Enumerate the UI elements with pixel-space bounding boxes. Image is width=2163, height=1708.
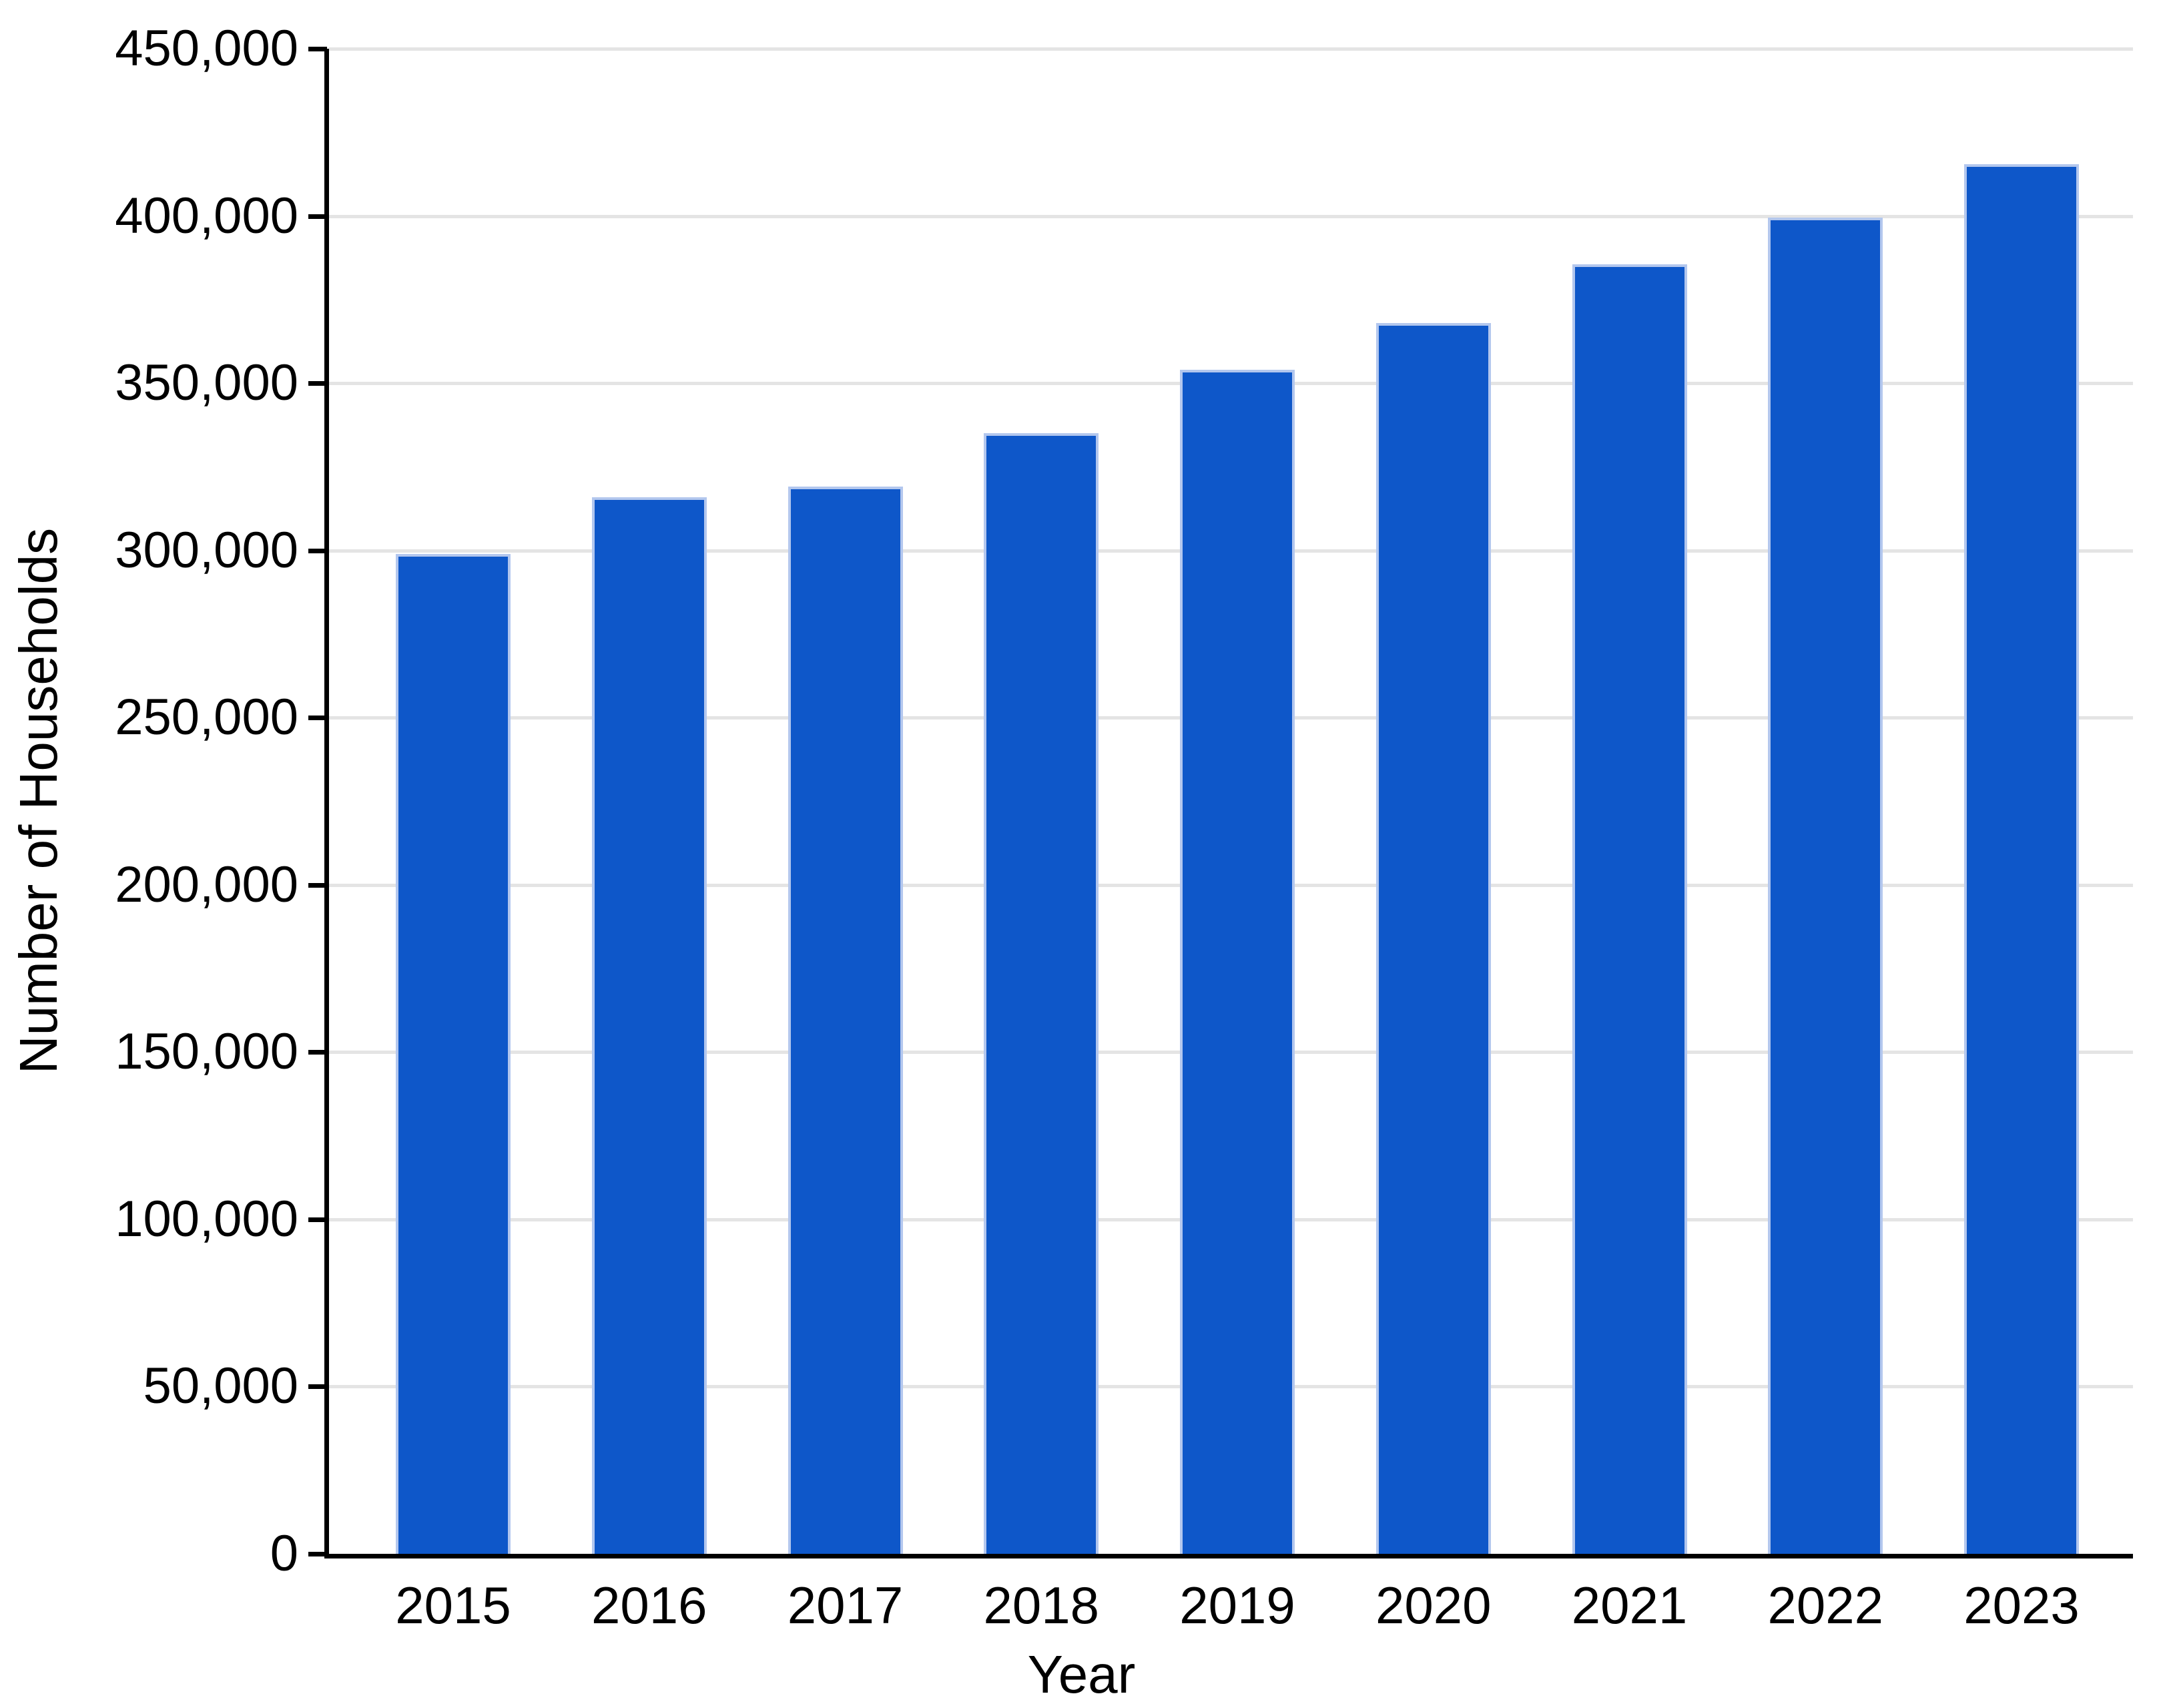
bar-2020	[1375, 322, 1491, 1554]
bar-2023	[1964, 164, 2079, 1554]
y-tick	[308, 882, 327, 888]
x-tick-label: 2023	[1963, 1576, 2080, 1635]
x-tick-label: 2020	[1375, 1576, 1492, 1635]
bar-2015	[396, 553, 511, 1554]
x-tick-label: 2015	[395, 1576, 511, 1635]
x-tick-label: 2016	[591, 1576, 707, 1635]
y-tick	[308, 1384, 327, 1390]
y-tick	[308, 47, 327, 51]
y-tick	[308, 1217, 327, 1222]
y-tick-label: 350,000	[115, 354, 298, 412]
y-tick-label: 450,000	[115, 20, 298, 77]
y-tick-label: 0	[270, 1525, 298, 1582]
gridline	[329, 214, 2133, 218]
x-tick-label: 2017	[787, 1576, 904, 1635]
bar-2018	[984, 433, 1099, 1554]
y-tick-label: 400,000	[115, 187, 298, 244]
y-tick	[308, 1552, 327, 1556]
y-tick-label: 300,000	[115, 521, 298, 579]
y-tick	[308, 214, 327, 219]
y-tick-label: 250,000	[115, 689, 298, 746]
x-tick-label: 2018	[983, 1576, 1100, 1635]
y-tick	[308, 1050, 327, 1055]
x-tick-label: 2021	[1571, 1576, 1688, 1635]
y-axis-title: Number of Households	[9, 527, 68, 1075]
plot-area	[324, 47, 2133, 1558]
x-axis-title: Year	[1027, 1645, 1136, 1704]
bar-2021	[1572, 264, 1687, 1554]
x-tick-label: 2022	[1767, 1576, 1884, 1635]
y-tick	[308, 548, 327, 553]
x-tick-label: 2019	[1179, 1576, 1295, 1635]
y-tick-label: 50,000	[143, 1358, 298, 1415]
bar-2019	[1180, 370, 1295, 1554]
y-tick	[308, 716, 327, 721]
gridline	[329, 47, 2133, 51]
y-tick-label: 150,000	[115, 1023, 298, 1081]
bar-2017	[788, 487, 903, 1554]
y-tick-label: 200,000	[115, 856, 298, 913]
y-tick	[308, 381, 327, 386]
y-tick-label: 100,000	[115, 1190, 298, 1247]
bar-2022	[1768, 218, 1883, 1554]
bar-2016	[591, 497, 707, 1554]
